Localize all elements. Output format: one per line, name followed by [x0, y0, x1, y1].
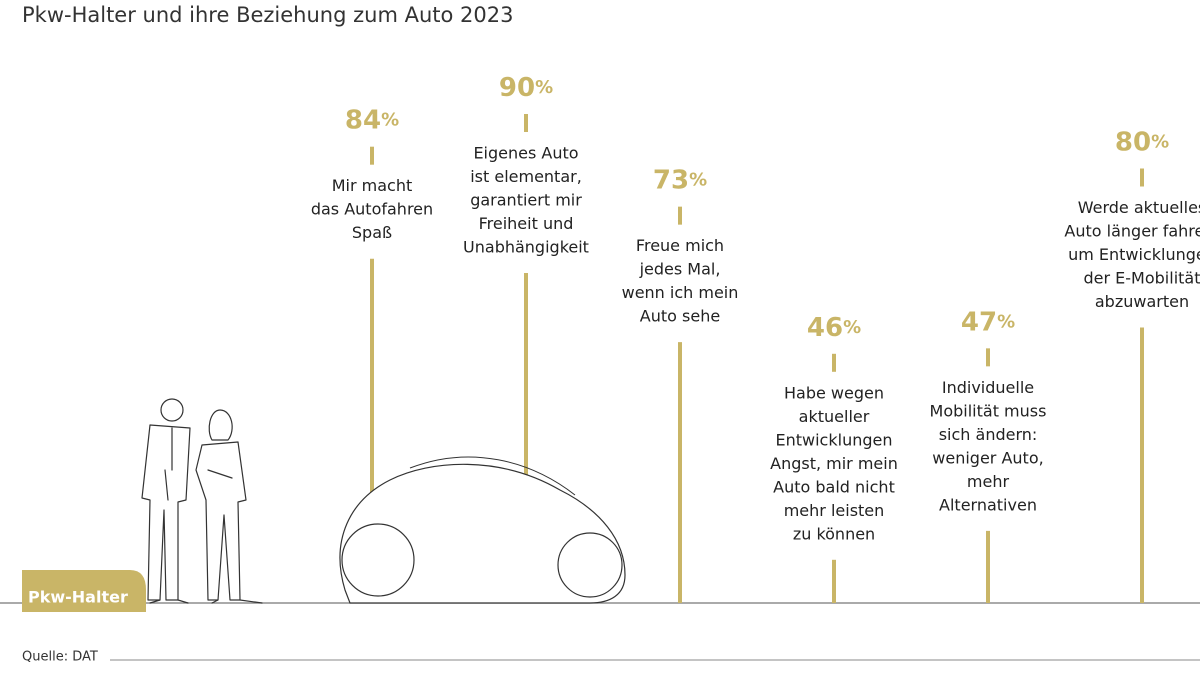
- car-illustration: [339, 456, 626, 604]
- category-label: Freue mich: [636, 236, 724, 255]
- category-label: garantiert mir: [470, 191, 582, 210]
- category-label: Werde aktuelles: [1078, 198, 1200, 217]
- category-label: Individuelle: [942, 378, 1034, 397]
- source: Quelle: DAT: [22, 650, 98, 665]
- value-label: 80%: [1115, 127, 1169, 157]
- value-label: 73%: [653, 165, 707, 195]
- category-label: Auto sehe: [640, 307, 720, 326]
- category-label: Auto bald nicht: [773, 477, 895, 496]
- value-label: 46%: [807, 312, 861, 342]
- category-label: Spaß: [352, 223, 392, 242]
- category-label: abzuwarten: [1095, 292, 1189, 311]
- category-label: jedes Mal,: [639, 260, 721, 279]
- category-label: Eigenes Auto: [473, 144, 578, 163]
- category-label: Unabhängigkeit: [463, 238, 589, 257]
- category-label: um Entwicklungen: [1068, 245, 1200, 264]
- category-label: Mir macht: [332, 176, 413, 195]
- category-label: Mobilität muss: [930, 401, 1047, 420]
- category-label: mehr: [967, 472, 1010, 491]
- category-label: wenn ich mein: [622, 283, 739, 302]
- chart-title: Pkw-Halter und ihre Beziehung zum Auto 2…: [22, 3, 513, 27]
- value-label: 47%: [961, 307, 1015, 337]
- people-illustration: [141, 398, 263, 604]
- category-label: ist elementar,: [470, 167, 582, 186]
- group-label: Pkw-Halter: [28, 588, 128, 607]
- value-label: 90%: [499, 73, 553, 103]
- category-label: der E-Mobilität: [1084, 269, 1200, 288]
- category-label: aktueller: [799, 407, 870, 426]
- category-label: Alternativen: [939, 495, 1037, 514]
- category-label: Habe wegen: [784, 383, 884, 402]
- category-label: Auto länger fahren,: [1064, 222, 1200, 241]
- category-label: das Autofahren: [311, 200, 433, 219]
- category-label: Entwicklungen: [776, 430, 893, 449]
- category-label: Angst, mir mein: [770, 454, 898, 473]
- category-label: weniger Auto,: [932, 448, 1043, 467]
- category-label: sich ändern:: [939, 425, 1038, 444]
- value-label: 84%: [345, 105, 399, 135]
- category-label: mehr leisten: [784, 501, 885, 520]
- category-label: Freiheit und: [479, 214, 574, 233]
- category-label: zu können: [793, 524, 875, 543]
- group-badge: [22, 570, 146, 612]
